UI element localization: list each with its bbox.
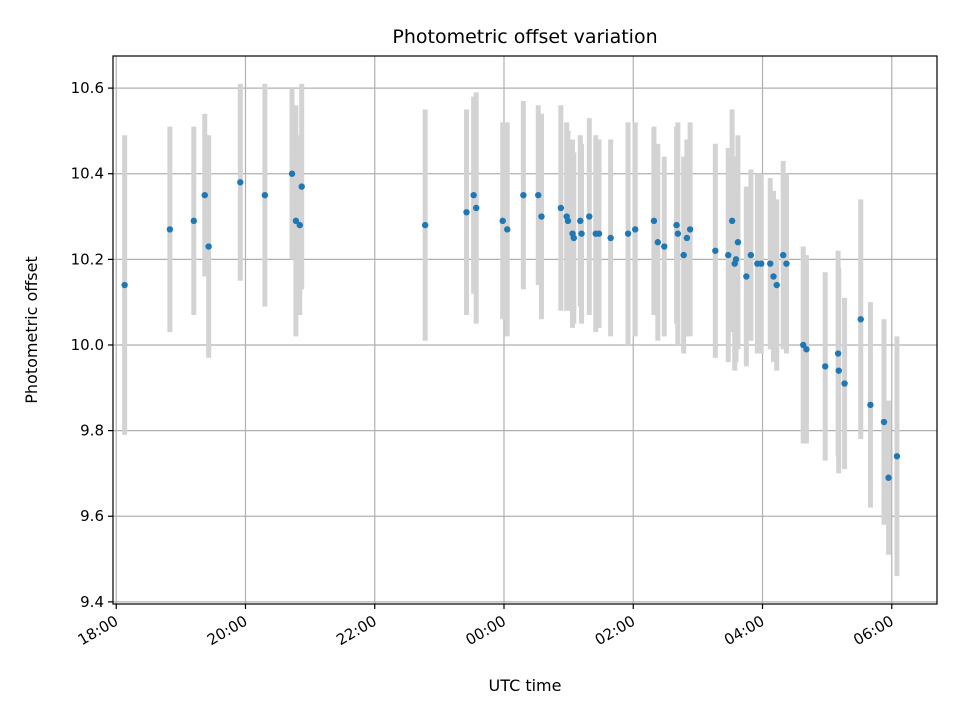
data-point	[893, 453, 901, 460]
data-point	[288, 170, 296, 177]
data-point	[470, 191, 477, 199]
data-point	[292, 217, 300, 225]
y-tick-label: 10.4	[71, 165, 104, 183]
plot-frame	[112, 55, 938, 605]
data-point	[261, 191, 269, 199]
data-point	[298, 183, 305, 190]
data-point	[683, 234, 691, 242]
data-point	[767, 260, 774, 267]
data-point	[673, 221, 680, 229]
data-point	[770, 273, 777, 280]
data-point	[473, 204, 480, 212]
data-point	[686, 226, 694, 233]
data-point	[867, 401, 874, 409]
data-point	[538, 213, 545, 220]
y-tick-label: 10.2	[71, 250, 104, 268]
data-point	[773, 281, 780, 289]
data-point	[834, 350, 842, 357]
y-tick-label: 10.0	[71, 336, 104, 354]
data-point	[674, 230, 682, 237]
data-point	[520, 191, 527, 199]
data-point	[578, 230, 585, 237]
data-point	[421, 221, 429, 229]
data-point	[783, 260, 790, 267]
data-point	[607, 234, 614, 242]
data-point	[725, 251, 732, 259]
data-point	[201, 191, 208, 199]
data-point	[880, 418, 888, 426]
data-point	[680, 251, 687, 259]
y-tick-label: 9.8	[80, 422, 104, 440]
chart-title: Photometric offset variation	[392, 26, 657, 48]
data-point	[758, 260, 765, 267]
data-point	[463, 209, 470, 216]
data-point	[841, 380, 848, 387]
data-point	[835, 367, 842, 374]
data-point	[237, 179, 244, 186]
data-point	[190, 217, 197, 225]
data-point	[654, 239, 662, 246]
data-point	[734, 239, 742, 246]
data-point	[296, 221, 303, 229]
y-tick-label: 9.4	[80, 593, 104, 611]
data-point	[743, 273, 750, 280]
data-point	[499, 217, 506, 225]
data-point	[885, 474, 892, 481]
x-axis-title: UTC time	[489, 676, 562, 695]
data-point	[732, 256, 740, 263]
y-tick-label: 10.6	[71, 79, 104, 97]
data-point	[121, 281, 128, 289]
data-point	[557, 204, 565, 212]
data-point	[504, 226, 511, 233]
data-point	[586, 213, 593, 220]
y-axis-title: Photometric offset	[22, 256, 41, 404]
data-point	[535, 191, 542, 199]
data-point	[728, 217, 736, 225]
data-point	[747, 251, 755, 259]
y-tick-label: 9.6	[80, 507, 104, 525]
data-point	[712, 247, 719, 254]
data-point	[570, 234, 577, 242]
data-point	[595, 230, 603, 237]
data-point	[779, 251, 787, 259]
data-point	[564, 217, 572, 225]
data-point	[821, 363, 829, 370]
data-point	[577, 217, 584, 225]
y-axis: 9.4 9.6 9.8 10.0 10.2 10.4 10.6	[71, 79, 113, 611]
data-point	[631, 226, 639, 233]
data-point	[624, 230, 632, 237]
data-points	[121, 170, 901, 481]
data-point	[650, 217, 658, 225]
data-point	[166, 226, 174, 233]
data-point	[803, 346, 810, 353]
data-point	[857, 316, 864, 323]
data-point	[205, 243, 212, 250]
data-point	[661, 243, 668, 250]
